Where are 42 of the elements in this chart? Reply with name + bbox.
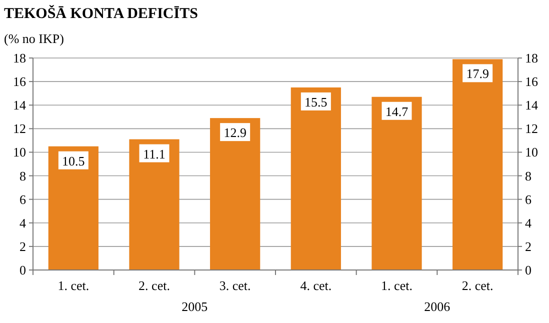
bar — [129, 139, 180, 270]
x-tick-label: 3. cet. — [219, 278, 251, 293]
y2-tick-label: 8 — [525, 168, 532, 184]
data-label: 17.9 — [466, 66, 489, 82]
data-label: 14.7 — [385, 104, 409, 119]
x-tick-label: 1. cet. — [58, 278, 90, 293]
y2-tick-label: 4 — [525, 215, 532, 230]
y2-tick-label: 14 — [525, 98, 538, 113]
chart-title: TEKOŠĀ KONTA DEFICĪTS — [4, 4, 198, 22]
y-tick-label: 14 — [13, 98, 26, 113]
y-tick-label: 4 — [20, 215, 26, 230]
x-tick-label: 1. cet. — [381, 278, 412, 293]
bar — [210, 118, 260, 270]
x-tick-label: 4. cet. — [300, 278, 332, 293]
bar — [452, 59, 503, 270]
y-tick-label: 2 — [20, 238, 26, 254]
y-tick-label: 10 — [13, 144, 26, 160]
bar — [290, 87, 341, 270]
bar — [372, 96, 422, 270]
y2-tick-label: 6 — [525, 192, 532, 207]
text: 2006 — [424, 299, 451, 314]
y2-tick-label: 2 — [525, 238, 532, 254]
x-tick-label: 2. cet. — [462, 278, 494, 293]
chart-subtitle: (% no IKP) — [4, 31, 64, 46]
y2-tick-label: 0 — [525, 262, 532, 278]
y2-tick-label: 10 — [525, 144, 538, 160]
bar — [48, 146, 98, 270]
y2-tick-label: 16 — [525, 74, 538, 90]
y-tick-label: 6 — [20, 192, 26, 207]
x-tick-label: 2. cet. — [138, 278, 170, 293]
y-tick-label: 16 — [13, 74, 26, 90]
y-tick-label: 8 — [20, 168, 26, 184]
data-label: 10.5 — [62, 153, 85, 168]
data-label: 12.9 — [224, 125, 246, 140]
data-label: 11.1 — [143, 146, 166, 162]
text: 2005 — [182, 299, 208, 314]
y2-tick-label: 18 — [525, 50, 538, 66]
y2-tick-label: 12 — [525, 121, 538, 136]
y-tick-label: 0 — [20, 262, 26, 278]
y-tick-label: 12 — [13, 121, 26, 136]
data-label: 15.5 — [304, 94, 328, 110]
y-tick-label: 18 — [13, 50, 26, 66]
